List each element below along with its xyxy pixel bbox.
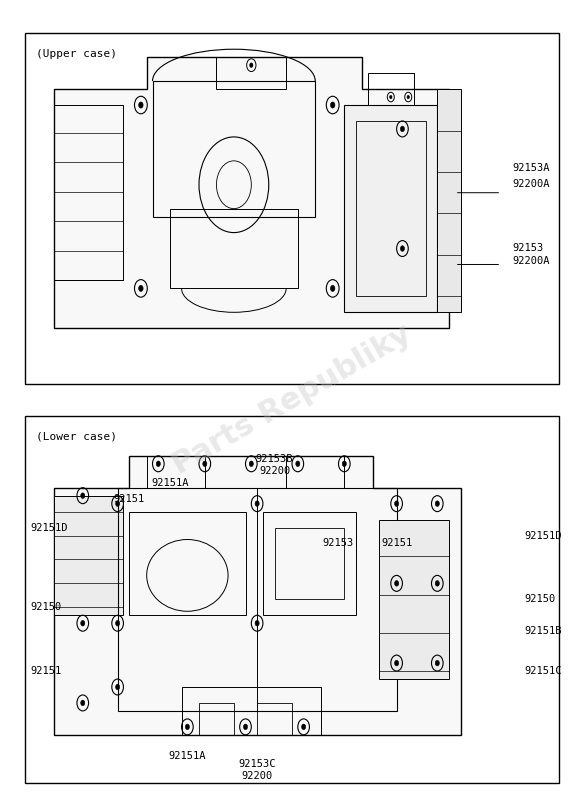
PathPatch shape [54,456,461,735]
Bar [54,105,123,281]
Circle shape [138,286,143,291]
Bar [274,527,345,599]
Bar [263,512,356,615]
Text: 92150: 92150 [524,594,556,604]
Text: 92151A: 92151A [151,478,189,488]
Circle shape [342,461,346,466]
Bar [217,57,286,89]
Circle shape [395,501,399,506]
Bar [437,89,461,312]
Circle shape [401,126,405,132]
Bar [129,512,245,615]
Circle shape [331,102,335,108]
Circle shape [203,461,207,466]
Circle shape [435,581,439,586]
Text: 92153C: 92153C [238,758,276,769]
Circle shape [249,461,253,466]
Circle shape [255,501,259,506]
Text: 92153A: 92153A [513,162,550,173]
Bar [25,34,559,384]
Text: 92153B: 92153B [256,454,293,464]
Circle shape [435,660,439,666]
Text: 92150: 92150 [30,602,62,612]
Circle shape [157,461,161,466]
Circle shape [255,621,259,626]
Text: 92151C: 92151C [524,666,562,676]
Circle shape [301,724,305,730]
Circle shape [407,95,409,98]
Circle shape [244,724,248,730]
Circle shape [395,581,399,586]
Circle shape [185,724,189,730]
Text: (Lower case): (Lower case) [36,432,117,442]
Text: Parts Republiky: Parts Republiky [168,320,416,480]
Bar [345,105,437,312]
Text: 92151: 92151 [381,538,412,549]
Text: 92151B: 92151B [524,626,562,636]
Bar [379,519,449,679]
Text: 92200: 92200 [242,770,273,781]
PathPatch shape [54,57,449,328]
Circle shape [401,246,405,251]
Bar [54,496,123,615]
Circle shape [116,621,120,626]
Bar [152,81,315,217]
Circle shape [81,621,85,626]
Text: 92151: 92151 [114,494,145,504]
Bar [356,121,426,296]
Bar [257,703,292,735]
Bar [147,456,205,488]
Circle shape [390,95,392,98]
Text: 92200: 92200 [259,466,290,476]
Text: 92151D: 92151D [524,530,562,541]
Bar [367,73,414,105]
Circle shape [435,501,439,506]
Circle shape [296,461,300,466]
Circle shape [138,102,143,108]
Circle shape [250,63,253,67]
Circle shape [81,700,85,706]
Text: (Upper case): (Upper case) [36,50,117,59]
Text: 92200A: 92200A [513,178,550,189]
Bar [117,488,397,711]
Circle shape [331,286,335,291]
Circle shape [116,501,120,506]
Text: 92153: 92153 [513,242,544,253]
Bar [182,687,321,735]
Text: 92151D: 92151D [30,522,68,533]
Text: 92153: 92153 [323,538,354,549]
Circle shape [395,660,399,666]
Text: 92151A: 92151A [169,750,206,761]
Circle shape [116,684,120,690]
Bar [199,703,234,735]
Bar [286,456,345,488]
Circle shape [81,493,85,498]
Bar [170,209,298,288]
Bar [25,416,559,782]
Text: 92200A: 92200A [513,256,550,266]
Text: 92151: 92151 [30,666,62,676]
